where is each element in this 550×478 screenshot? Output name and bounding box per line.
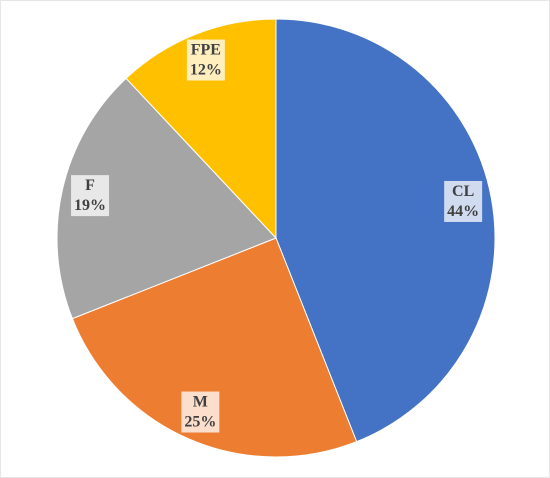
data-label: F 19% <box>71 175 110 217</box>
data-label-box <box>186 39 225 81</box>
pie-slice <box>125 18 277 240</box>
data-label: M 25% <box>181 391 220 433</box>
category-label: CL <box>452 183 474 200</box>
data-label: FPE 12% <box>186 39 225 81</box>
data-label-box <box>71 175 110 217</box>
category-label: M <box>193 394 208 411</box>
category-label: F <box>85 177 95 194</box>
value-label: 19% <box>74 197 106 214</box>
value-label: 12% <box>190 62 222 79</box>
pie-slice <box>71 237 358 458</box>
data-label-box <box>444 180 483 222</box>
value-label: 25% <box>184 414 216 431</box>
value-label: 44% <box>447 203 479 220</box>
data-label: CL 44% <box>444 180 483 222</box>
data-label-box <box>181 391 220 433</box>
pie-slice <box>275 18 496 443</box>
category-label: FPE <box>191 42 221 59</box>
pie-slice <box>56 77 277 320</box>
